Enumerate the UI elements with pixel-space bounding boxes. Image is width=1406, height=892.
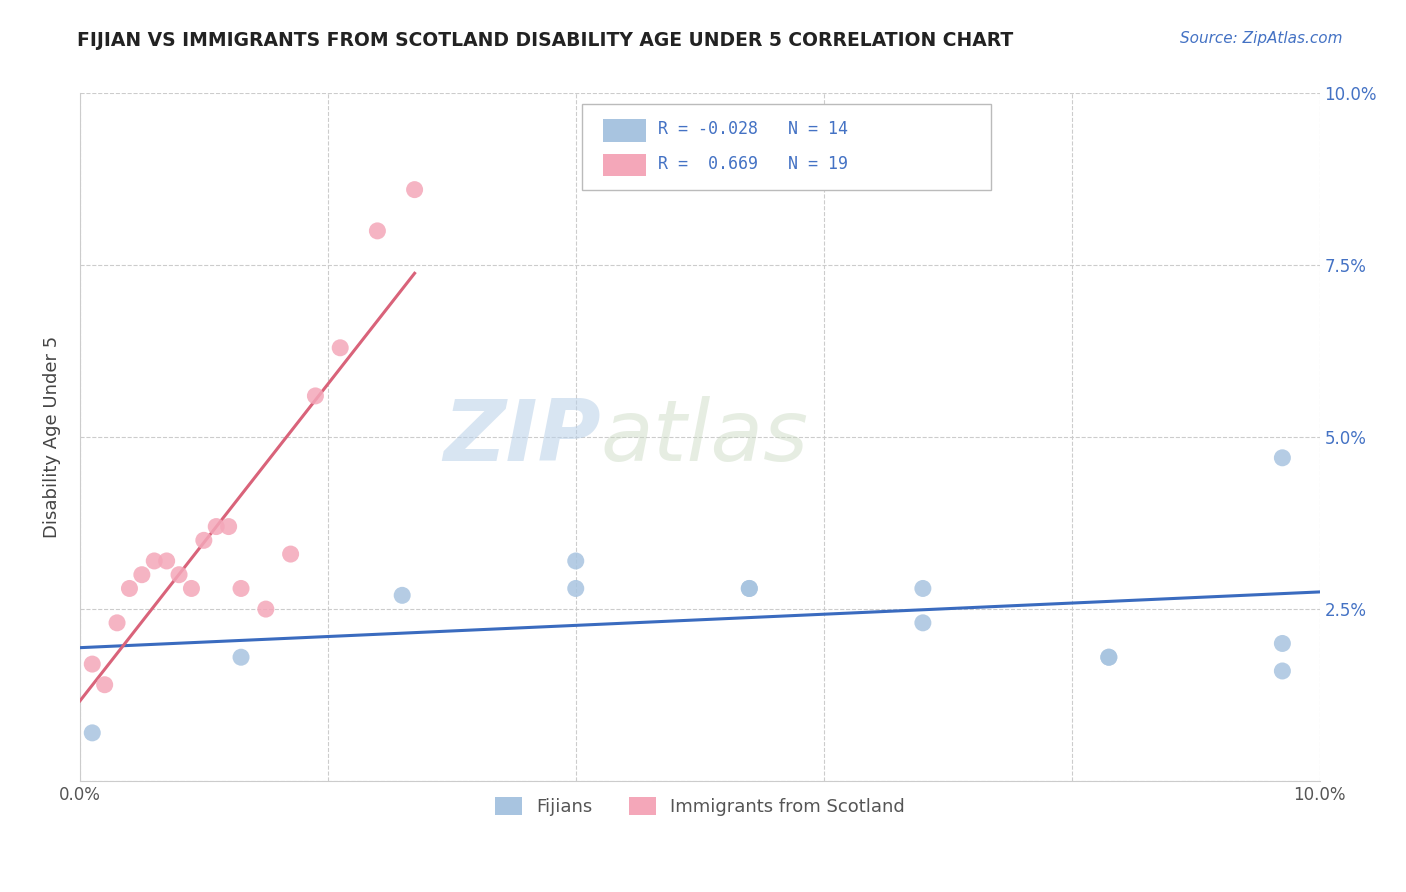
Text: R = -0.028   N = 14: R = -0.028 N = 14 <box>658 120 848 138</box>
Point <box>118 582 141 596</box>
Point <box>1098 650 1121 665</box>
Point <box>143 554 166 568</box>
Point <box>93 678 115 692</box>
Legend: Fijians, Immigrants from Scotland: Fijians, Immigrants from Scotland <box>488 789 912 823</box>
Text: R =  0.669   N = 19: R = 0.669 N = 19 <box>658 155 848 173</box>
Bar <box>603 153 647 177</box>
Point <box>218 519 240 533</box>
Y-axis label: Disability Age Under 5: Disability Age Under 5 <box>44 336 60 538</box>
Point <box>1271 664 1294 678</box>
Point <box>1271 636 1294 650</box>
Point <box>254 602 277 616</box>
Text: ZIP: ZIP <box>443 396 600 479</box>
Point <box>366 224 388 238</box>
Point <box>229 650 252 665</box>
Point <box>205 519 228 533</box>
Point <box>229 582 252 596</box>
FancyBboxPatch shape <box>582 103 991 190</box>
Point <box>738 582 761 596</box>
Point <box>82 726 104 740</box>
Point <box>564 554 586 568</box>
Point <box>180 582 202 596</box>
Text: FIJIAN VS IMMIGRANTS FROM SCOTLAND DISABILITY AGE UNDER 5 CORRELATION CHART: FIJIAN VS IMMIGRANTS FROM SCOTLAND DISAB… <box>77 31 1014 50</box>
Point <box>280 547 302 561</box>
Point <box>156 554 179 568</box>
Point <box>564 582 586 596</box>
Point <box>167 567 190 582</box>
Point <box>329 341 352 355</box>
Point <box>1098 650 1121 665</box>
Text: atlas: atlas <box>600 396 808 479</box>
Point <box>1271 450 1294 465</box>
Point <box>105 615 128 630</box>
Point <box>911 615 934 630</box>
Point <box>391 588 413 602</box>
Point <box>131 567 153 582</box>
Point <box>304 389 326 403</box>
Point <box>738 582 761 596</box>
Point <box>193 533 215 548</box>
Bar <box>603 119 647 142</box>
Point <box>404 183 426 197</box>
Point <box>82 657 104 672</box>
Text: Source: ZipAtlas.com: Source: ZipAtlas.com <box>1180 31 1343 46</box>
Point <box>911 582 934 596</box>
